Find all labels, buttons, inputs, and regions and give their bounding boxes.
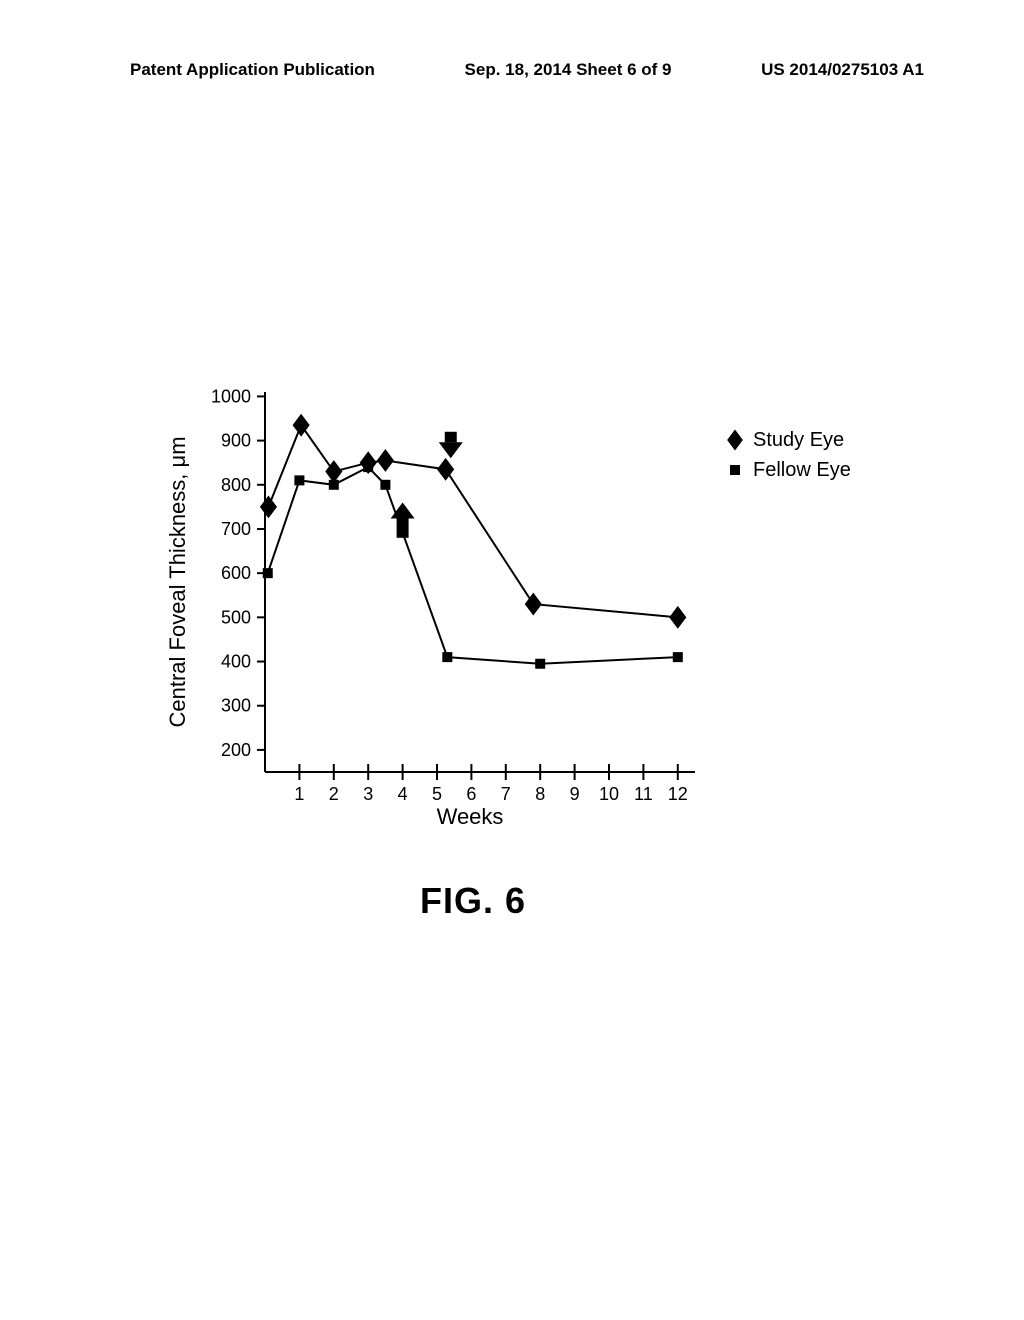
- svg-text:10: 10: [599, 784, 619, 804]
- svg-text:8: 8: [535, 784, 545, 804]
- svg-text:4: 4: [398, 784, 408, 804]
- svg-text:1000: 1000: [211, 386, 251, 406]
- svg-text:11: 11: [634, 784, 653, 804]
- svg-text:2: 2: [329, 784, 339, 804]
- svg-text:400: 400: [221, 652, 251, 672]
- svg-text:1: 1: [294, 784, 304, 804]
- svg-text:Fellow Eye: Fellow Eye: [753, 459, 851, 481]
- svg-text:700: 700: [221, 519, 251, 539]
- header-center: Sep. 18, 2014 Sheet 6 of 9: [465, 60, 672, 80]
- svg-text:6: 6: [466, 784, 476, 804]
- svg-text:12: 12: [668, 784, 688, 804]
- svg-text:Central Foveal Thickness, μm: Central Foveal Thickness, μm: [165, 436, 190, 727]
- chart-svg: 2003004005006007008009001000123456789101…: [140, 370, 960, 870]
- svg-text:Weeks: Weeks: [437, 804, 504, 829]
- svg-text:800: 800: [221, 475, 251, 495]
- header-right: US 2014/0275103 A1: [761, 60, 924, 80]
- svg-text:9: 9: [570, 784, 580, 804]
- svg-text:200: 200: [221, 740, 251, 760]
- line-chart: 2003004005006007008009001000123456789101…: [140, 370, 960, 870]
- svg-text:600: 600: [221, 563, 251, 583]
- svg-text:Study Eye: Study Eye: [753, 429, 844, 451]
- svg-text:900: 900: [221, 431, 251, 451]
- header-left: Patent Application Publication: [130, 60, 375, 80]
- svg-text:7: 7: [501, 784, 511, 804]
- svg-text:5: 5: [432, 784, 442, 804]
- svg-text:3: 3: [363, 784, 373, 804]
- svg-text:500: 500: [221, 607, 251, 627]
- page-header: Patent Application Publication Sep. 18, …: [0, 60, 1024, 80]
- figure-label: FIG. 6: [420, 880, 526, 922]
- svg-text:300: 300: [221, 696, 251, 716]
